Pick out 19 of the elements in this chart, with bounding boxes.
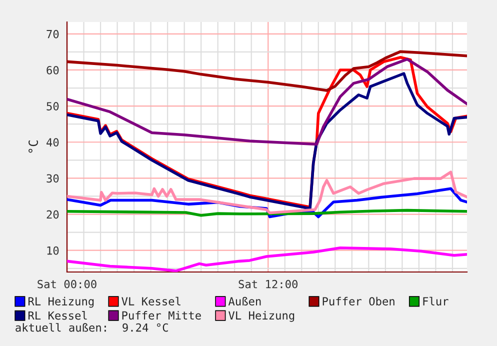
legend-label: Puffer Oben bbox=[322, 296, 394, 306]
legend-label: Außen bbox=[228, 296, 261, 306]
y-tick-label: 40 bbox=[46, 138, 59, 147]
y-tick-label: 20 bbox=[46, 210, 59, 219]
y-tick-label: 50 bbox=[46, 102, 59, 110]
legend-label: Flur bbox=[423, 296, 448, 306]
x-tick-label: Sat 00:00 bbox=[38, 280, 96, 288]
legend-label: RL Heizung bbox=[28, 296, 94, 308]
legend-label: RL Kessel bbox=[28, 311, 87, 320]
y-tick-label: 60 bbox=[46, 66, 59, 74]
text: aktuell außen: 9.24 °C bbox=[16, 323, 168, 332]
legend-label: VL Kessel bbox=[122, 296, 180, 306]
x-tick-label: Sat 12:00 bbox=[238, 280, 298, 288]
legend-label: VL Heizung bbox=[228, 311, 294, 322]
y-tick-label: 30 bbox=[46, 174, 59, 183]
y-axis-title: °C bbox=[28, 140, 38, 153]
y-tick-label: 70 bbox=[46, 30, 59, 38]
y-tick-label: 10 bbox=[47, 246, 59, 255]
legend-label: Puffer Mitte bbox=[122, 311, 201, 320]
